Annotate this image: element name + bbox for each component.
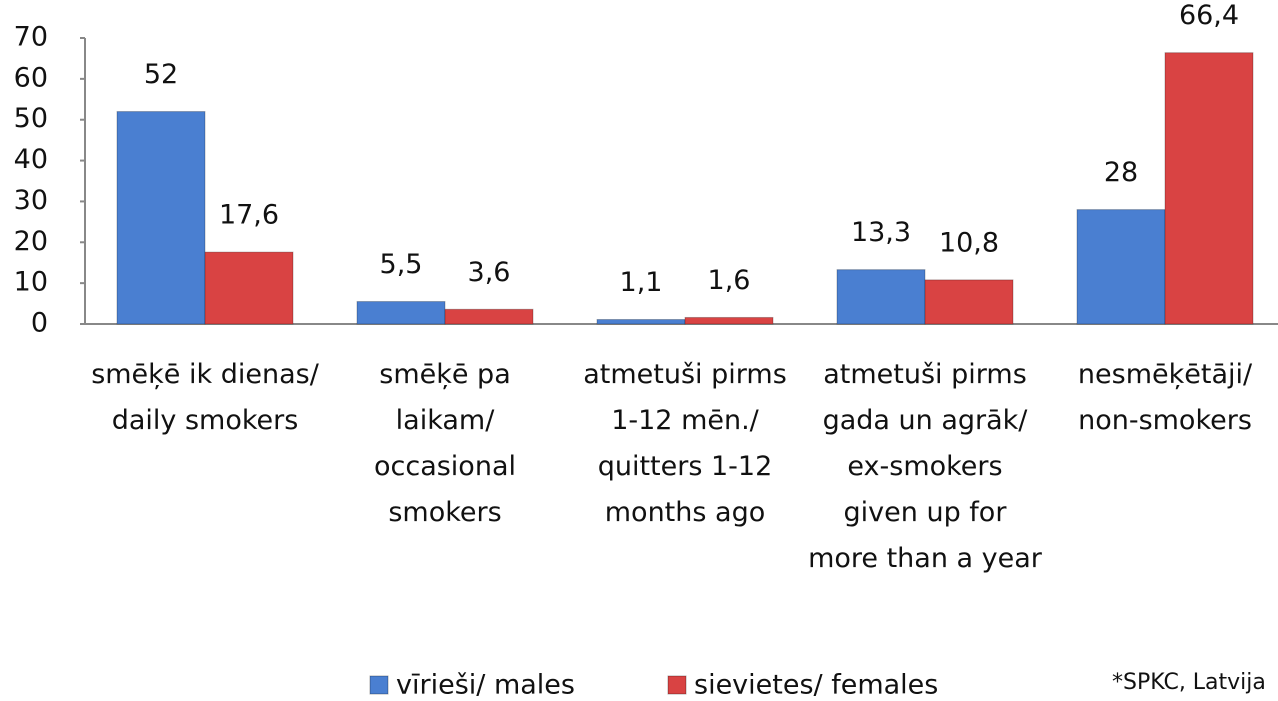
data-label: 3,6 bbox=[468, 257, 511, 288]
y-tick-label: 0 bbox=[31, 308, 48, 339]
data-label: 13,3 bbox=[851, 217, 911, 248]
source-note: *SPKC, Latvija bbox=[1112, 670, 1266, 695]
y-tick-label: 10 bbox=[14, 267, 48, 298]
legend-swatch bbox=[667, 675, 687, 695]
bar bbox=[1076, 209, 1166, 325]
data-label: 52 bbox=[144, 59, 178, 90]
data-label: 28 bbox=[1104, 157, 1138, 188]
bar bbox=[444, 308, 534, 325]
y-tick-label: 50 bbox=[14, 103, 48, 134]
bar bbox=[836, 269, 926, 325]
bar bbox=[596, 319, 686, 325]
x-tick-label: smēķē ik dienas/ daily smokers bbox=[91, 359, 319, 436]
y-tick-label: 30 bbox=[14, 185, 48, 216]
legend-label: sievietes/ females bbox=[694, 670, 938, 701]
bar bbox=[684, 316, 774, 325]
y-tick-label: 40 bbox=[14, 144, 48, 175]
legend-swatch bbox=[369, 675, 389, 695]
bar bbox=[924, 279, 1014, 325]
x-tick-label: nesmēķētāji/ non-smokers bbox=[1077, 359, 1253, 436]
bar bbox=[1164, 52, 1254, 325]
data-label: 1,6 bbox=[708, 265, 751, 296]
data-label: 17,6 bbox=[219, 200, 279, 231]
data-label: 1,1 bbox=[620, 267, 663, 298]
bar bbox=[356, 301, 446, 325]
legend-label: vīrieši/ males bbox=[396, 670, 575, 701]
data-label: 5,5 bbox=[380, 249, 423, 280]
data-label: 10,8 bbox=[939, 227, 999, 258]
x-tick-label: smēķē pa laikam/ occasional smokers bbox=[373, 359, 516, 528]
data-label: 66,4 bbox=[1179, 0, 1239, 31]
x-tick-label: atmetuši pirms 1-12 mēn./ quitters 1-12 … bbox=[583, 359, 787, 528]
x-tick-label: atmetuši pirms gada un agrāk/ ex-smokers… bbox=[808, 359, 1042, 574]
y-tick-label: 60 bbox=[14, 62, 48, 93]
y-tick-label: 20 bbox=[14, 226, 48, 257]
bar bbox=[204, 251, 294, 325]
y-tick-label: 70 bbox=[14, 22, 48, 53]
bar bbox=[116, 111, 206, 325]
